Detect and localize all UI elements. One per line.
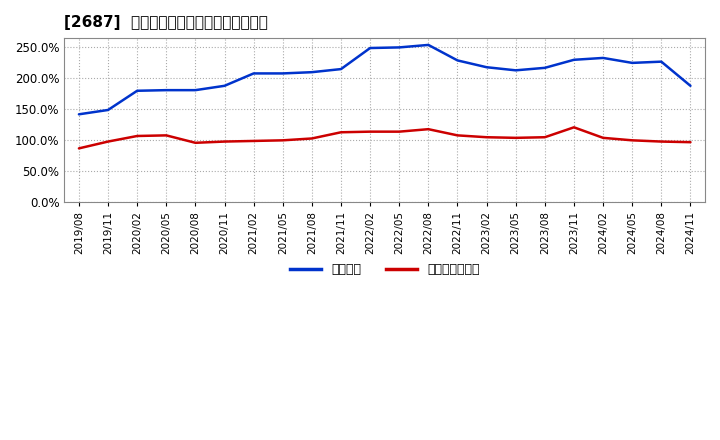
固定比率 [337,66,346,72]
Text: [2687]  固定比率、固定長期適合率の推移: [2687] 固定比率、固定長期適合率の推移 [64,15,269,30]
固定長期適合率 [657,139,666,144]
固定長期適合率 [337,130,346,135]
固定比率 [366,45,374,51]
固定比率 [599,55,608,61]
固定長期適合率 [453,133,462,138]
固定比率 [511,68,520,73]
Line: 固定比率: 固定比率 [79,45,690,114]
固定長期適合率 [220,139,229,144]
固定長期適合率 [307,136,316,141]
固定長期適合率 [686,139,695,145]
固定長期適合率 [424,127,433,132]
固定長期適合率 [511,135,520,140]
Legend: 固定比率, 固定長期適合率: 固定比率, 固定長期適合率 [284,258,485,282]
固定長期適合率 [75,146,84,151]
固定比率 [628,60,636,66]
固定比率 [249,71,258,76]
固定比率 [307,70,316,75]
固定比率 [75,112,84,117]
固定比率 [424,42,433,48]
固定長期適合率 [104,139,112,144]
固定比率 [220,83,229,88]
固定比率 [191,88,199,93]
固定比率 [657,59,666,64]
固定比率 [104,107,112,113]
固定比率 [482,65,491,70]
固定長期適合率 [366,129,374,134]
固定長期適合率 [599,135,608,140]
固定長期適合率 [395,129,404,134]
固定長期適合率 [482,135,491,140]
固定比率 [570,57,578,62]
固定比率 [133,88,142,93]
固定長期適合率 [191,140,199,146]
固定比率 [453,58,462,63]
固定長期適合率 [162,133,171,138]
固定比率 [162,88,171,93]
固定比率 [686,83,695,88]
固定比率 [541,65,549,70]
固定長期適合率 [628,138,636,143]
固定長期適合率 [541,135,549,140]
Line: 固定長期適合率: 固定長期適合率 [79,127,690,148]
固定比率 [279,71,287,76]
固定長期適合率 [279,138,287,143]
固定比率 [395,45,404,50]
固定長期適合率 [133,133,142,139]
固定長期適合率 [249,138,258,143]
固定長期適合率 [570,125,578,130]
